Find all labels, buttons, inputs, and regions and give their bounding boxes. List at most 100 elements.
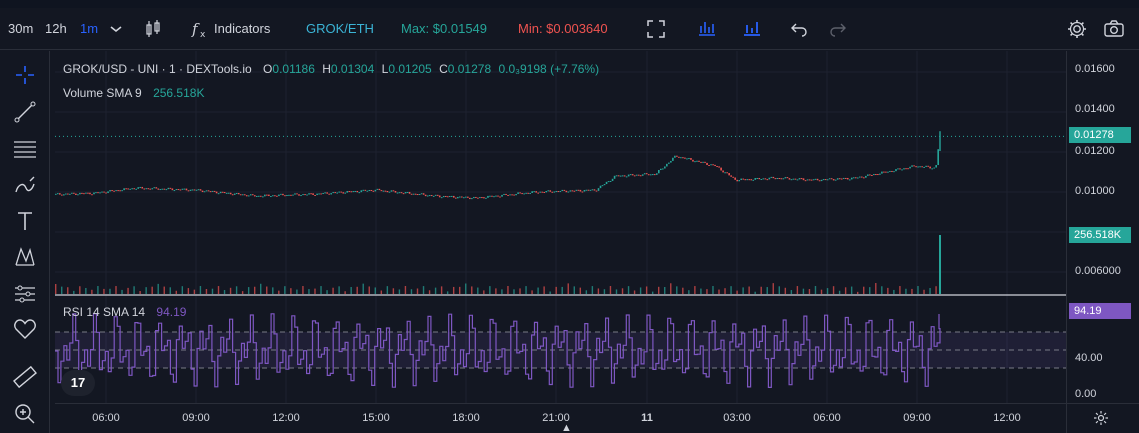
price-candle [145,188,148,190]
price-candle [300,195,302,197]
price-candle [680,157,682,159]
time-axis-label: 15:00 [362,412,390,424]
price-candle [175,189,178,191]
price-candle [471,198,473,200]
interval-12h[interactable]: 12h [45,21,67,36]
candles-icon[interactable] [141,17,165,41]
price-candle [392,190,395,192]
price-axis-label: 0.006000 [1075,265,1121,277]
price-candle [77,194,79,196]
symbol-label[interactable]: GROK/USD - UNI · 1 · DEXTools.io [63,62,252,76]
bars-icon[interactable] [740,17,764,41]
volume-bar [826,288,829,294]
price-candle [115,190,117,192]
indicators-button[interactable]: Indicators [214,21,271,36]
price-candle [834,179,837,181]
price-axis[interactable]: 0.01600 0.01400 0.01200 0.01000 0.006000… [1066,51,1139,403]
price-candle [563,189,566,191]
favorite-icon[interactable] [12,316,38,342]
time-axis[interactable]: 06:00 09:00 12:00 15:00 18:00 21:00 11 0… [55,403,1066,433]
pattern-icon[interactable] [12,244,38,270]
price-candle [448,196,451,198]
price-candle [672,157,674,161]
price-candle [929,166,931,169]
price-candle [555,191,558,193]
price-candle [517,192,519,194]
volume-bar [688,290,690,294]
price-candle [581,191,584,193]
interval-30m[interactable]: 30m [8,21,34,36]
text-icon[interactable] [12,208,38,234]
volume-bar [838,290,841,294]
volume-bar [802,288,805,294]
interval-1m[interactable]: 1m [80,21,99,36]
volume-bar [97,286,99,294]
time-axis-label: 03:00 [723,412,751,424]
price-candle [83,193,85,195]
ruler-icon[interactable] [12,364,38,390]
price-candle [859,176,861,178]
crosshair-icon[interactable] [12,62,38,88]
scroll-marker-icon[interactable]: ▲ [561,422,572,433]
low-label: L [381,62,389,76]
price-candle [348,191,351,193]
price-candle [201,190,204,193]
price-candle [55,193,57,195]
volume-bar [712,286,714,294]
price-candle [135,188,137,190]
price-candle [272,195,274,197]
price-candle [700,161,702,163]
price-candle [601,185,604,187]
chart-canvas[interactable] [55,51,1066,403]
price-candle [213,190,216,192]
price-candle [869,174,871,176]
price-candle [131,188,133,190]
zoom-icon[interactable] [12,401,38,427]
volume-bar [856,291,859,294]
price-chart[interactable] [55,51,1066,403]
price-candle [905,168,907,170]
undo-icon[interactable] [787,17,811,41]
volume-bar [241,291,244,294]
time-axis-label: 09:00 [182,412,210,424]
volume-bar [682,287,684,294]
price-candle [678,156,680,158]
tradingview-logo[interactable]: 17 [61,370,95,396]
price-candle [716,166,718,168]
chart-style-icon[interactable] [695,17,719,41]
price-candle [708,164,710,166]
camera-icon[interactable] [1102,17,1126,41]
price-candle [354,190,357,192]
volume-label[interactable]: Volume SMA 9 [63,86,142,100]
price-candle [895,169,897,172]
price-candle [537,192,539,194]
price-candle [336,192,338,194]
price-candle [97,192,99,194]
price-candle [199,189,202,191]
volume-bar [302,286,304,294]
price-candle [778,178,781,180]
rsi-label[interactable]: RSI 14 SMA 14 [63,305,146,319]
fib-icon[interactable] [12,135,38,161]
price-candle [738,180,740,182]
measure-icon[interactable] [12,281,38,307]
redo-icon[interactable] [826,17,850,41]
price-candle [635,174,638,176]
axis-corner [1066,403,1139,433]
chevron-down-icon[interactable] [104,17,128,41]
price-candle [294,193,296,195]
price-candle [621,175,624,177]
price-candle [57,193,59,195]
trendline-icon[interactable] [12,99,38,125]
price-candle [457,196,459,199]
brush-icon[interactable] [12,172,38,198]
price-candle [217,193,220,195]
pair-label[interactable]: GROK/ETH [306,21,374,36]
fullscreen-icon[interactable] [644,17,668,41]
open-value: 0.01186 [272,62,315,76]
price-candle [459,196,461,198]
settings-icon[interactable] [1065,17,1089,41]
price-candle [627,174,630,177]
axis-settings-icon[interactable] [1093,410,1109,431]
